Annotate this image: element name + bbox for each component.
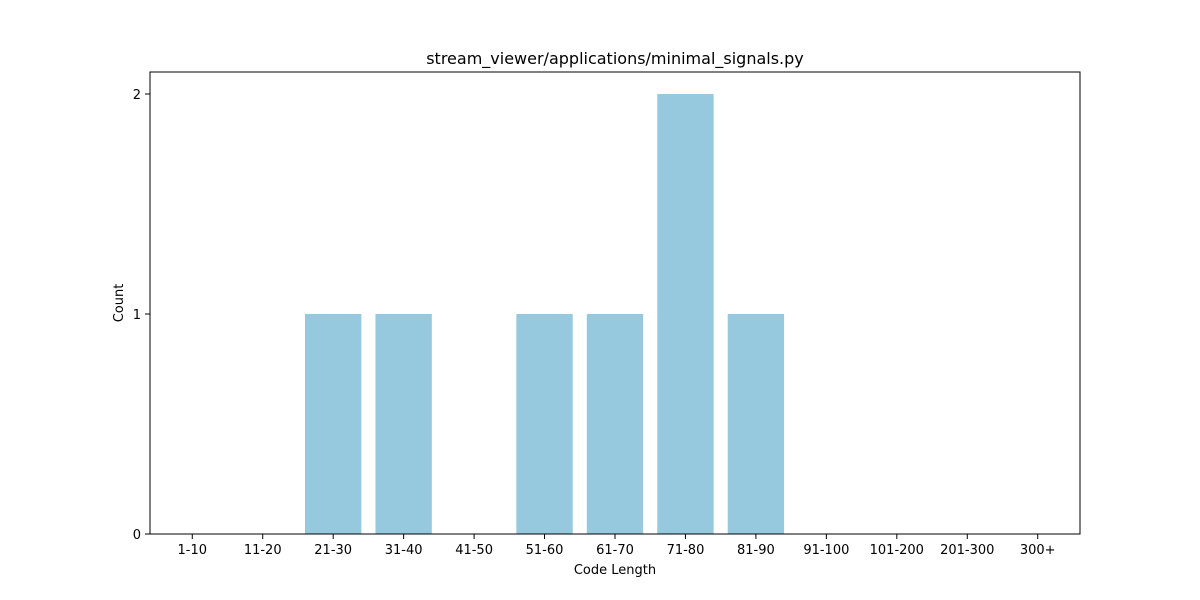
bar-51-60 — [516, 314, 573, 534]
x-tick-label: 91-100 — [803, 543, 849, 558]
x-tick-label: 21-30 — [314, 543, 352, 558]
y-tick-label: 2 — [133, 88, 141, 103]
bar-31-40 — [375, 314, 432, 534]
y-axis-ticks: 0 1 2 — [133, 88, 150, 543]
x-tick-label: 41-50 — [455, 543, 493, 558]
y-tick-label: 0 — [133, 528, 141, 543]
y-axis-label: Count — [112, 284, 127, 323]
x-tick-label: 201-300 — [940, 543, 994, 558]
bar-71-80 — [657, 94, 714, 534]
x-tick-label: 81-90 — [737, 543, 775, 558]
x-tick-label: 61-70 — [596, 543, 634, 558]
x-tick-label: 51-60 — [526, 543, 564, 558]
x-axis-label: Code Length — [574, 563, 656, 578]
bar-81-90 — [727, 314, 785, 534]
y-tick-label: 1 — [133, 308, 141, 323]
x-tick-label: 101-200 — [870, 543, 924, 558]
x-tick-label: 71-80 — [667, 543, 705, 558]
x-tick-label: 300+ — [1020, 543, 1056, 558]
bar-61-70 — [586, 314, 644, 534]
x-tick-label: 31-40 — [385, 543, 423, 558]
bar-21-30 — [305, 314, 362, 534]
chart-title: stream_viewer/applications/minimal_signa… — [426, 49, 804, 69]
bars-group — [305, 94, 785, 534]
x-tick-label: 11-20 — [244, 543, 282, 558]
x-axis-ticks: 1-10 11-20 21-30 31-40 41-50 51-60 61-70 71-80 8… — [178, 534, 1056, 558]
x-tick-label: 1-10 — [178, 543, 208, 558]
